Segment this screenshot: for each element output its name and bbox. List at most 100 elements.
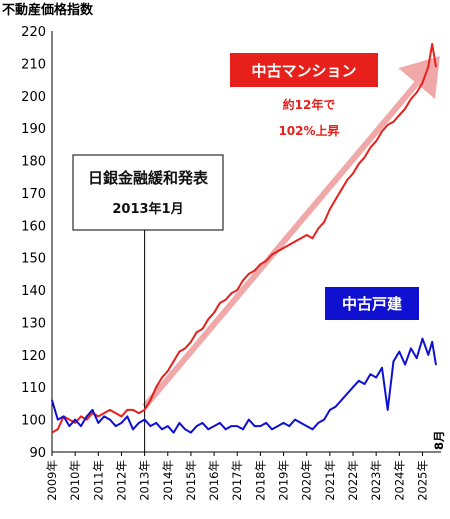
data-point [300,237,302,240]
data-point [207,318,210,321]
event-callout: 日銀金融緩和発表 2013年1月 [72,154,224,231]
data-point [409,98,412,100]
data-point [103,412,105,415]
data-point [195,331,198,334]
data-point [334,405,337,408]
data-point [172,431,175,434]
y-tick-label: 170 [21,187,46,202]
data-point [259,263,262,266]
data-point [201,421,204,424]
data-point [224,298,227,301]
data-point [288,425,291,427]
data-point [317,421,320,424]
data-point [137,421,140,424]
legend-house: 中古戸建 [325,287,419,320]
data-point [369,146,372,149]
data-point [190,340,192,343]
data-point [375,376,378,379]
data-point [404,363,407,366]
x-tick-label: 2024年 [392,460,406,501]
data-point [421,337,424,340]
y-tick-label: 200 [21,90,46,105]
data-point [398,114,401,117]
data-point [404,107,407,110]
data-point [155,421,158,424]
series-layer [51,43,437,434]
y-tick-label: 160 [21,219,46,234]
series-1 [51,337,437,434]
y-tick-label: 130 [21,316,46,331]
data-point [108,418,111,421]
data-point [363,156,366,159]
data-point [271,428,273,431]
data-point [184,428,187,431]
data-point [259,425,262,427]
event-callout-box [72,154,224,231]
data-point [74,421,77,424]
mansion-trend-arrow [142,56,440,409]
x-tick-label: 2025年 [415,460,429,501]
data-point [149,399,152,402]
data-point [85,415,88,418]
data-point [398,350,401,353]
x-tick-label: 2018年 [253,460,267,501]
data-point [195,425,198,427]
data-point [294,240,297,243]
data-point [230,292,233,295]
data-point [317,227,320,230]
data-point [166,425,169,427]
data-point [381,130,383,133]
y-tick-label: 120 [21,349,46,364]
data-point [415,91,418,94]
data-point [311,237,314,240]
data-point [276,250,279,253]
data-point [236,425,239,427]
data-point [369,373,372,376]
data-point [294,418,297,421]
data-point [80,415,82,418]
data-point [51,399,53,402]
data-point [265,260,268,262]
x-tick-label: 2023年 [369,460,383,501]
event-callout-title: 日銀金融緩和発表 [88,169,209,187]
data-point [253,269,256,272]
event-callout-date: 2013年1月 [112,201,183,217]
data-point [386,124,389,126]
x-tick-label: 2019年 [277,460,291,501]
y-tick-label: 220 [21,25,46,40]
data-point [68,425,71,427]
data-point [218,421,221,424]
x-tick-label: 2010年 [68,460,82,501]
data-point [213,425,215,427]
data-point [236,289,239,291]
x-tick-label: 2013年 [138,460,152,501]
data-point [435,363,437,366]
data-point [126,415,129,418]
data-point [340,399,343,402]
mansion-note-line2: 102%上昇 [278,123,339,138]
data-point [334,198,337,201]
data-point [62,415,65,418]
data-point [114,412,117,415]
y-tick-label: 190 [21,122,46,137]
data-point [427,353,430,356]
data-point [340,188,343,191]
legend-mansion: 中古マンション [230,53,378,87]
legend-mansion-tag [230,53,378,87]
y-tick-label: 100 [21,414,46,429]
data-point [363,383,366,385]
data-point [97,421,100,424]
x-tick-label: 2015年 [184,460,198,501]
data-point [288,243,291,246]
data-point [375,140,378,143]
data-point [427,65,430,68]
data-point [311,428,314,431]
chart-title: 不動産価格指数 [2,2,94,18]
data-point [132,409,134,411]
data-point [91,409,94,411]
data-point [224,428,227,431]
data-point [352,172,354,175]
data-point [132,428,134,431]
data-point [357,162,360,165]
